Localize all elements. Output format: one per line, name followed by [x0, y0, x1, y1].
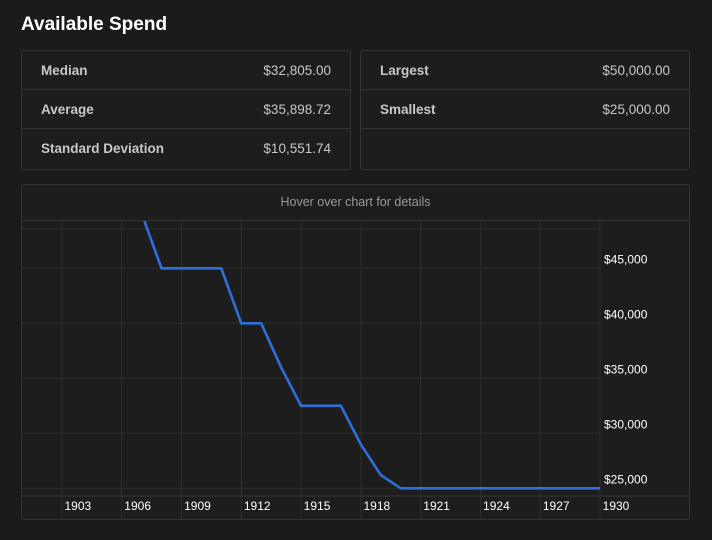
y-tick-label: $25,000 [604, 472, 648, 486]
series-line [143, 221, 600, 490]
stat-row-smallest: Smallest $25,000.00 [361, 90, 689, 129]
x-tick-label: 1906 [124, 499, 151, 513]
stat-label: Largest [380, 62, 429, 78]
stat-label: Standard Deviation [41, 141, 165, 156]
x-tick-label: 1915 [304, 499, 331, 513]
x-tick-label: 1909 [184, 499, 211, 513]
stats-panel-right: Largest $50,000.00 Smallest $25,000.00 [360, 50, 690, 170]
stat-value: $10,551.74 [263, 141, 331, 156]
stat-label: Average [41, 101, 94, 117]
chart-panel: Hover over chart for details 1903 1906 190… [21, 184, 690, 520]
stat-row-std-dev: Standard Deviation $10,551.74 [22, 129, 350, 168]
y-tick-label: $35,000 [604, 362, 648, 376]
x-tick-label: 1918 [363, 499, 390, 513]
x-tick-label: 1930 [603, 499, 630, 513]
y-tick-label: $30,000 [604, 417, 648, 431]
stat-label: Smallest [380, 101, 436, 117]
spend-line-chart[interactable]: 1903 1906 1909 1912 1915 1918 1921 1924 1927 1930… [22, 221, 689, 520]
stats-panel-left: Median $32,805.00 Average $35,898.72 Sta… [21, 50, 351, 170]
stat-row-empty [361, 129, 689, 168]
y-tick-label: $45,000 [604, 252, 648, 266]
page-title: Available Spend [21, 14, 168, 35]
x-tick-label: 1927 [543, 499, 570, 513]
stat-row-largest: Largest $50,000.00 [361, 51, 689, 90]
stat-row-median: Median $32,805.00 [22, 51, 350, 90]
stat-value: $35,898.72 [263, 101, 331, 117]
x-tick-label: 1921 [423, 499, 450, 513]
x-tick-label: 1912 [244, 499, 271, 513]
chart-hint: Hover over chart for details [22, 185, 689, 221]
stat-row-average: Average $35,898.72 [22, 90, 350, 129]
stat-value: $32,805.00 [263, 62, 331, 78]
x-tick-label: 1924 [483, 499, 510, 513]
stat-label: Median [41, 62, 88, 78]
stat-value: $50,000.00 [602, 62, 670, 78]
stat-value: $25,000.00 [602, 101, 670, 117]
x-tick-label: 1903 [65, 499, 92, 513]
y-tick-label: $40,000 [604, 307, 648, 321]
